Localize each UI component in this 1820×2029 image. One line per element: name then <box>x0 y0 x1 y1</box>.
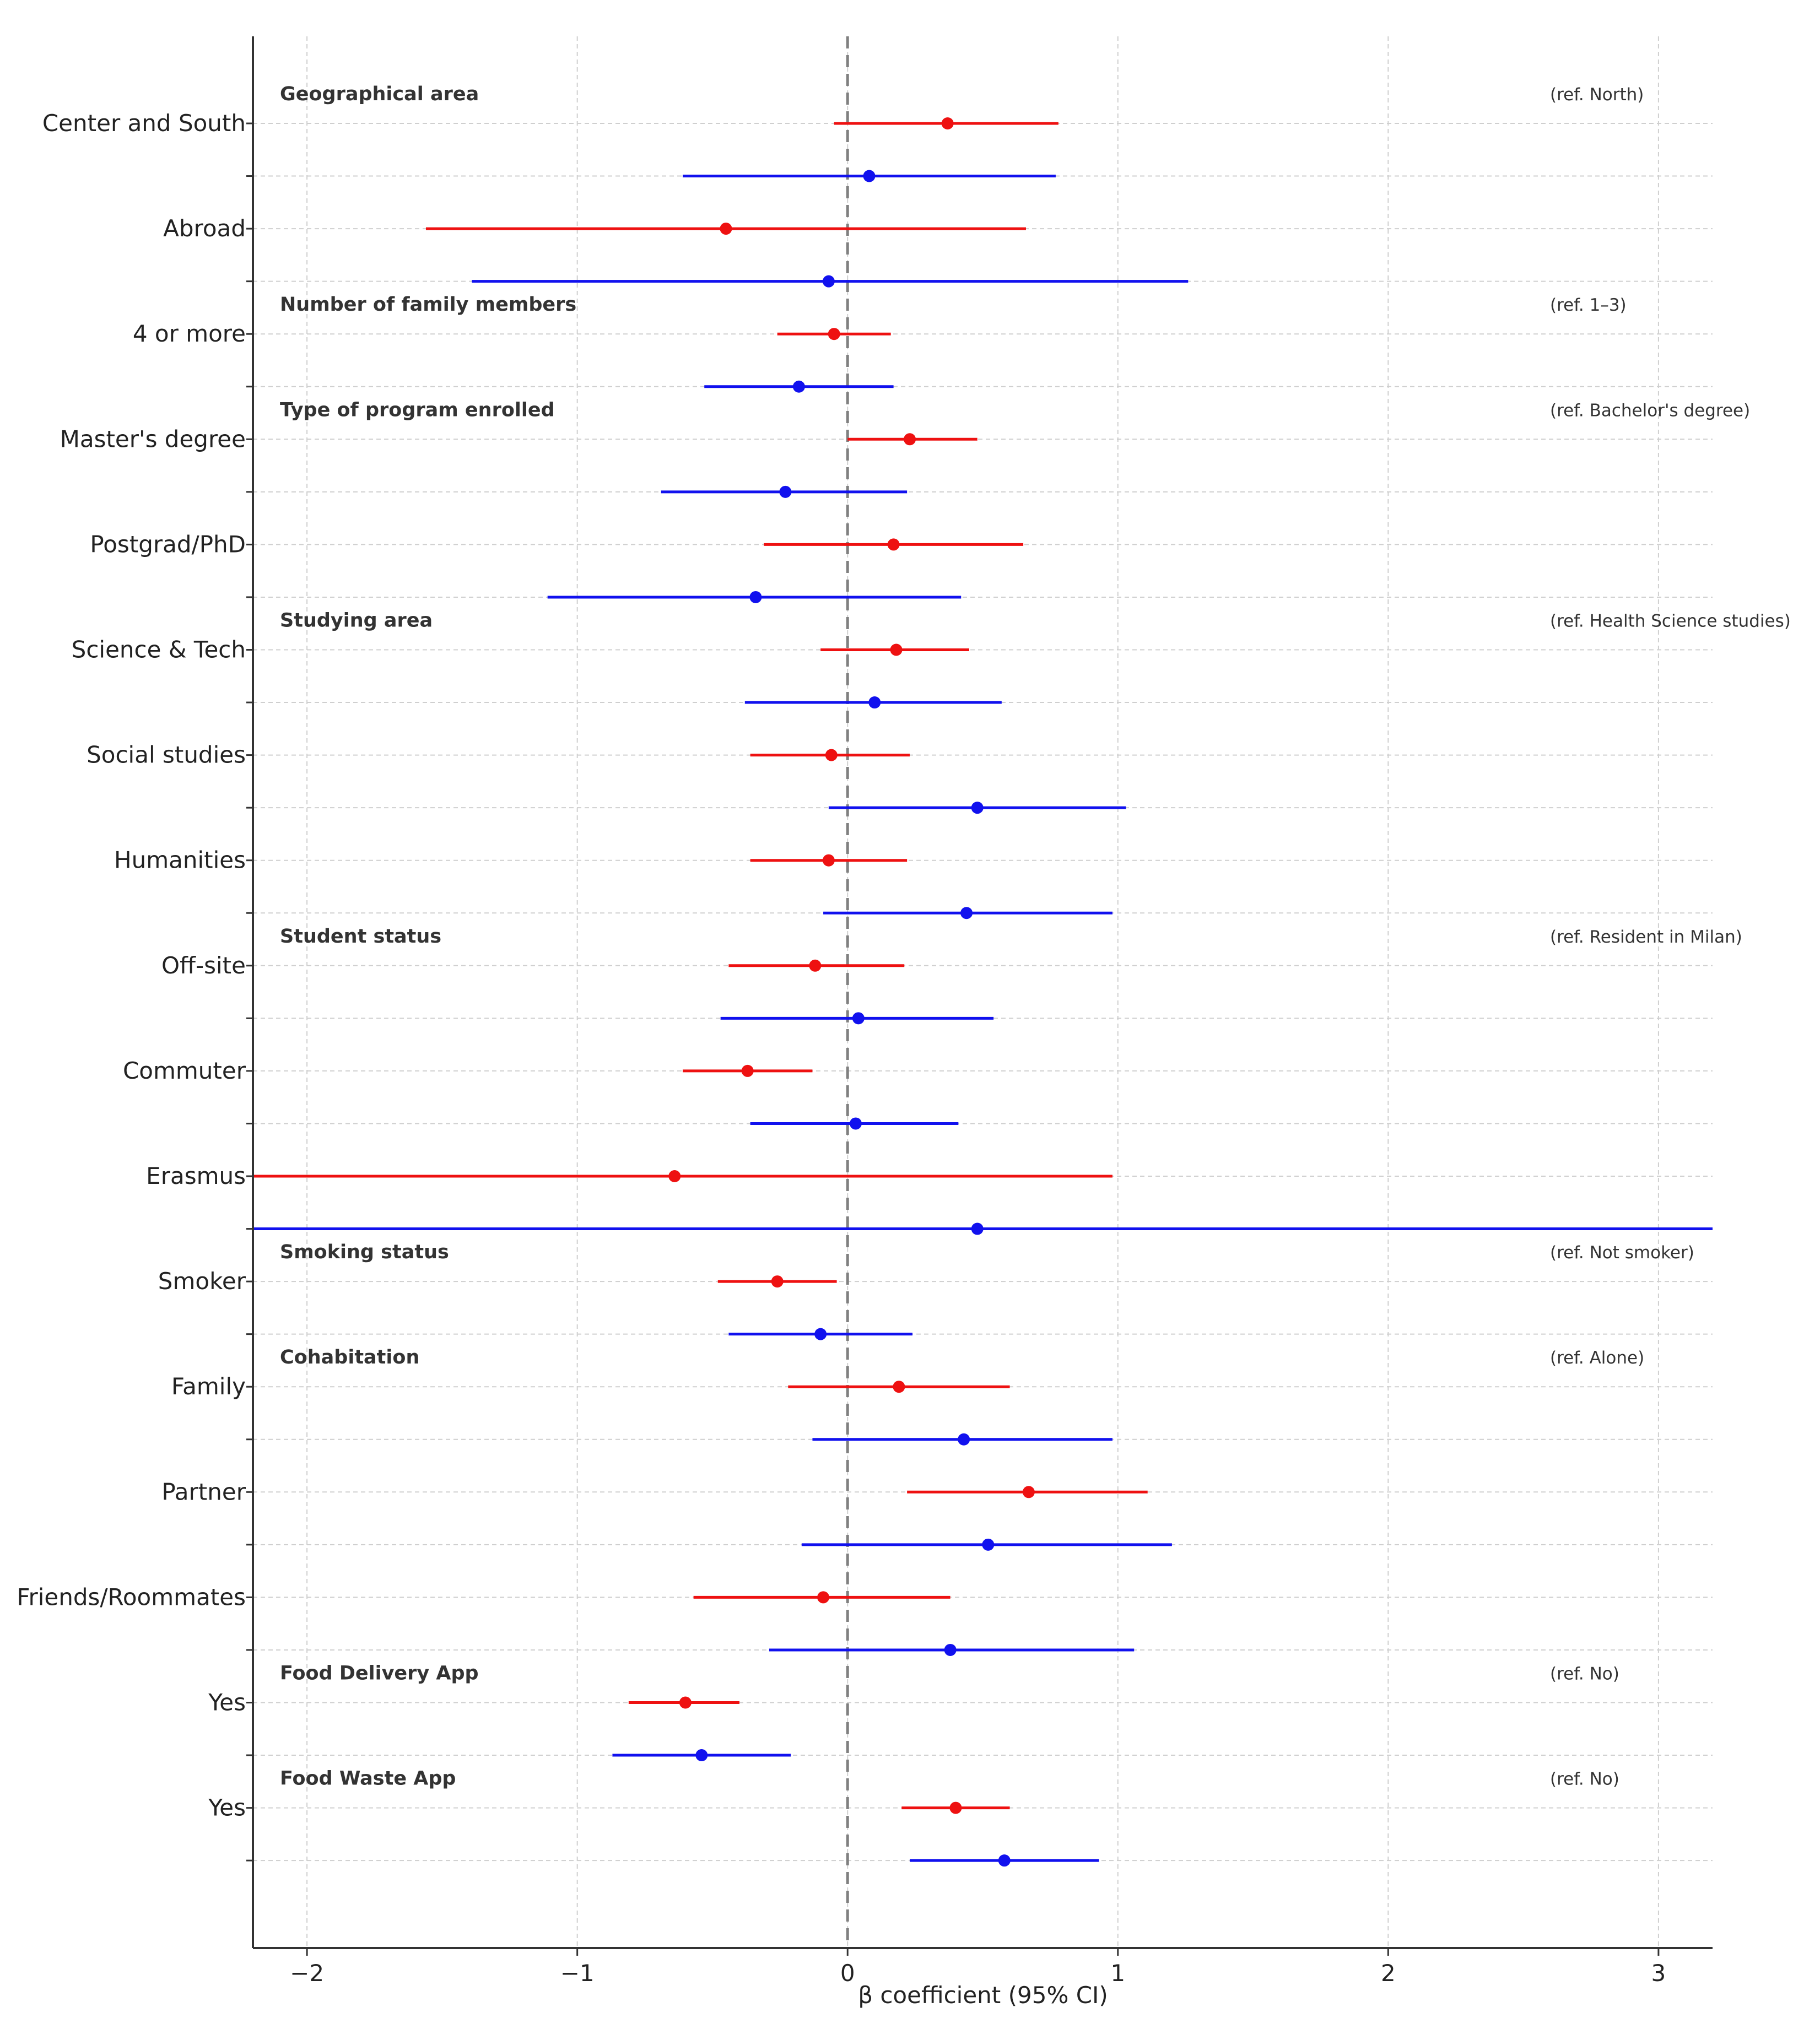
group-title: Type of program enrolled <box>280 399 555 421</box>
point-estimate-red <box>822 854 835 867</box>
point-estimate-red <box>949 1801 962 1814</box>
point-estimate-red <box>941 117 954 129</box>
row-label: Humanities <box>114 847 246 874</box>
row-label: Partner <box>161 1478 246 1505</box>
point-estimate-red <box>720 223 732 235</box>
point-estimate-blue <box>852 1012 865 1025</box>
x-axis-title: β coefficient (95% CI) <box>858 1982 1108 2009</box>
group-title: Studying area <box>280 610 433 632</box>
point-estimate-blue <box>971 802 984 814</box>
group-reference-note: (ref. Alone) <box>1550 1348 1644 1368</box>
row-label: Science & Tech <box>72 636 246 663</box>
point-estimate-red <box>741 1064 754 1077</box>
group-reference-note: (ref. Resident in Milan) <box>1550 927 1742 947</box>
x-tick-label: 1 <box>1110 1960 1125 1987</box>
row-label: Social studies <box>87 742 246 769</box>
label-layer: Center and South Abroad 4 or more Master's … <box>17 83 1790 1821</box>
group-title: Food Waste App <box>280 1768 456 1790</box>
point-estimate-red <box>904 433 916 446</box>
point-estimate-red <box>679 1696 692 1709</box>
point-estimate-red <box>817 1591 830 1604</box>
row-label: Family <box>171 1373 246 1400</box>
point-estimate-blue <box>695 1749 708 1762</box>
row-label: Friends/Roommates <box>17 1583 246 1610</box>
row-label: Master's degree <box>60 425 246 452</box>
row-label: Postgrad/PhD <box>90 531 246 558</box>
group-reference-note: (ref. 1–3) <box>1550 295 1627 315</box>
point-estimate-blue <box>822 275 835 288</box>
point-estimate-red <box>1022 1486 1035 1498</box>
row-label: 4 or more <box>133 320 246 347</box>
point-estimate-blue <box>849 1117 862 1130</box>
row-label: Abroad <box>163 215 246 242</box>
row-label: Yes <box>208 1689 246 1716</box>
point-estimate-red <box>668 1170 681 1182</box>
row-label: Erasmus <box>146 1162 246 1189</box>
group-title: Number of family members <box>280 294 576 316</box>
point-estimate-blue <box>960 907 973 919</box>
point-estimate-red <box>828 328 840 340</box>
group-reference-note: (ref. No) <box>1550 1770 1619 1789</box>
point-estimate-red <box>809 959 822 972</box>
point-estimate-blue <box>863 170 876 182</box>
row-label: Center and South <box>42 110 246 137</box>
point-estimate-blue <box>792 380 805 393</box>
row-label: Off-site <box>161 952 246 979</box>
point-estimate-red <box>825 749 838 761</box>
point-estimate-red <box>887 538 900 551</box>
point-estimate-blue <box>779 485 792 498</box>
row-label: Smoker <box>158 1268 246 1295</box>
point-estimate-blue <box>749 591 762 603</box>
x-tick-label: 0 <box>840 1960 855 1987</box>
point-estimate-blue <box>868 696 881 709</box>
group-title: Geographical area <box>280 83 479 105</box>
point-estimate-red <box>771 1275 784 1288</box>
group-reference-note: (ref. No) <box>1550 1664 1619 1684</box>
group-title: Student status <box>280 926 441 948</box>
group-reference-note: (ref. North) <box>1550 85 1644 105</box>
x-tick-label: 2 <box>1381 1960 1396 1987</box>
group-title: Food Delivery App <box>280 1663 479 1685</box>
point-estimate-blue <box>998 1854 1011 1867</box>
group-reference-note: (ref. Bachelor's degree) <box>1550 401 1750 420</box>
point-estimate-blue <box>944 1643 957 1656</box>
point-estimate-red <box>890 643 903 656</box>
grid-layer <box>253 36 1713 1948</box>
point-estimate-blue <box>971 1222 984 1235</box>
x-tick-label: 3 <box>1651 1960 1666 1987</box>
group-title: Cohabitation <box>280 1346 419 1368</box>
group-title: Smoking status <box>280 1241 449 1263</box>
x-tick-label: −1 <box>560 1960 595 1987</box>
group-reference-note: (ref. Not smoker) <box>1550 1243 1694 1263</box>
row-label: Commuter <box>123 1057 246 1084</box>
point-estimate-red <box>893 1381 905 1393</box>
row-label: Yes <box>208 1794 246 1821</box>
point-estimate-blue <box>814 1328 827 1340</box>
confidence-interval-layer <box>253 117 1713 1867</box>
point-estimate-blue <box>982 1538 995 1551</box>
axis-layer: −2 −1 0 1 2 3 <box>246 36 1713 1987</box>
group-reference-note: (ref. Health Science studies) <box>1550 612 1791 631</box>
x-tick-label: −2 <box>290 1960 324 1987</box>
point-estimate-blue <box>958 1433 970 1446</box>
